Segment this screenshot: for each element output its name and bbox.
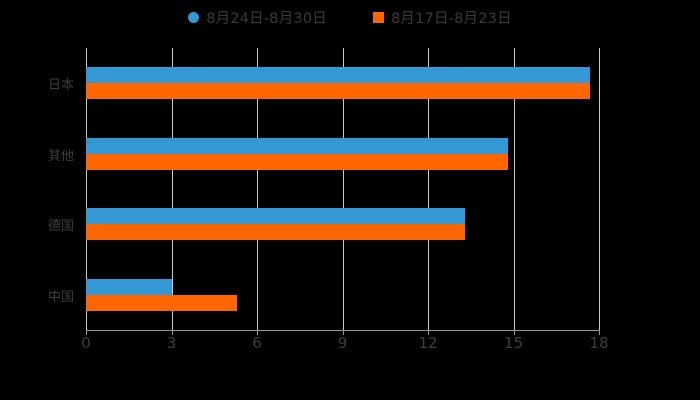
x-tick-mark xyxy=(599,330,600,335)
bar[interactable] xyxy=(86,208,466,225)
y-axis-label-3: 中国 xyxy=(47,289,74,305)
legend-label-series-2: 8月17日-8月23日 xyxy=(391,10,512,27)
legend-item-series-1[interactable]: 8月24日-8月30日 xyxy=(188,7,327,28)
bar-group xyxy=(86,67,599,100)
x-tick-mark xyxy=(171,330,173,335)
chart-legend: 8月24日-8月30日 8月17日-8月23日 xyxy=(0,6,700,28)
x-tick-mark xyxy=(513,330,515,335)
x-tick-label: 18 xyxy=(589,334,609,352)
bar-group xyxy=(86,208,599,241)
gridline xyxy=(86,48,87,330)
bar[interactable] xyxy=(86,278,172,295)
x-tick-label: 6 xyxy=(252,334,262,352)
bar[interactable] xyxy=(86,137,508,154)
bar[interactable] xyxy=(86,67,591,84)
bar-group xyxy=(86,278,599,311)
gridline xyxy=(428,48,429,330)
x-tick-label: 12 xyxy=(418,334,438,352)
x-tick-label: 3 xyxy=(166,334,177,352)
gridline xyxy=(513,48,515,330)
gridline xyxy=(257,48,258,330)
legend-marker-circle-icon xyxy=(188,11,200,23)
x-tick-mark xyxy=(86,330,87,335)
plot-area xyxy=(86,48,600,330)
x-tick-label: 0 xyxy=(81,334,91,352)
x-tick-label: 15 xyxy=(503,334,524,352)
bar[interactable] xyxy=(86,224,466,241)
legend-label-series-1: 8月24日-8月30日 xyxy=(206,10,327,27)
legend-marker-square-icon xyxy=(373,11,384,23)
y-axis-label-0: 日本 xyxy=(47,78,74,94)
x-axis-tick-labels: 0 3 6 9 12 15 18 xyxy=(0,334,700,364)
x-tick-mark xyxy=(428,330,429,335)
gridline xyxy=(342,48,344,330)
gridline xyxy=(171,48,173,330)
y-axis-label-2: 德国 xyxy=(47,219,74,235)
gridline xyxy=(599,48,600,330)
x-tick-mark xyxy=(257,330,258,335)
x-tick-label: 9 xyxy=(337,334,348,352)
bar[interactable] xyxy=(86,83,591,100)
legend-item-series-2[interactable]: 8月17日-8月23日 xyxy=(373,7,512,28)
bar-group xyxy=(86,137,599,170)
x-tick-mark xyxy=(342,330,344,335)
bar[interactable] xyxy=(86,153,508,170)
y-axis-label-1: 其他 xyxy=(47,148,74,164)
bar[interactable] xyxy=(86,294,238,311)
